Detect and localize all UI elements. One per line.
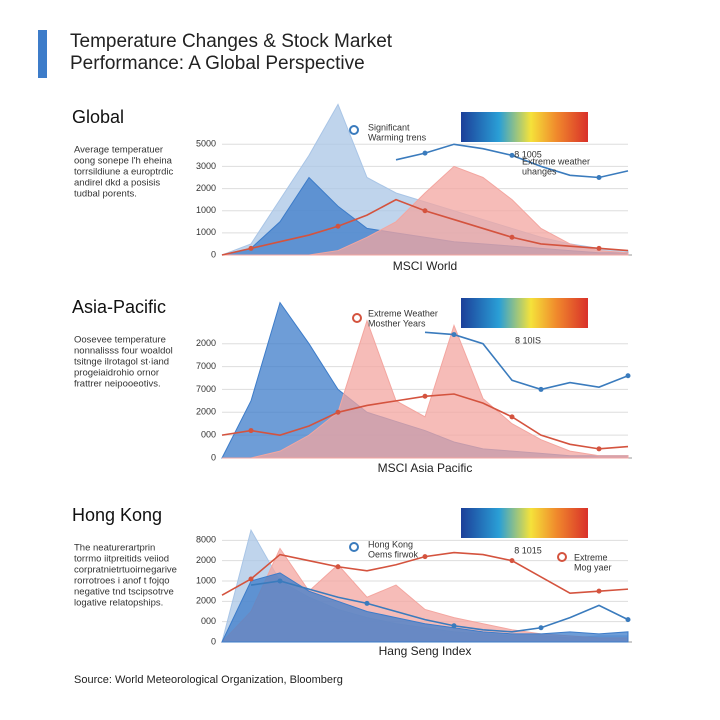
title-line: Performance: A Global Perspective <box>70 53 365 74</box>
y-tick-label: 7000 <box>196 384 216 394</box>
description-line: nonnalisss four woaldol <box>74 346 173 357</box>
point <box>277 578 283 584</box>
description-line: Average temperatuer <box>74 145 163 156</box>
color-bar <box>461 112 588 142</box>
point <box>596 446 602 452</box>
description-line: progeiaidrohio ornor <box>74 368 159 379</box>
point <box>248 245 254 251</box>
y-tick-label: 7000 <box>196 361 216 371</box>
x-axis-label: Hang Seng Index <box>379 644 472 658</box>
area <box>222 319 629 459</box>
accent-bar <box>38 30 47 78</box>
y-tick-label: 1000 <box>196 227 216 237</box>
color-bar-label: 8 1015 <box>514 545 542 555</box>
y-tick-label: 5000 <box>196 139 216 149</box>
description-line: logative relatopships. <box>74 598 163 609</box>
point <box>335 409 341 415</box>
point <box>596 245 602 251</box>
annotation: Significant <box>368 122 410 132</box>
color-bar <box>461 508 588 538</box>
y-tick-label: 0 <box>211 452 216 462</box>
point <box>422 208 428 214</box>
icon <box>349 542 359 552</box>
line <box>250 580 629 633</box>
annotation: Warming trens <box>368 132 427 142</box>
y-tick-label: 2000 <box>196 338 216 348</box>
x-axis-label: MSCI Asia Pacific <box>378 461 473 475</box>
description-line: negative tnd tscipsotrve <box>74 587 174 598</box>
icon <box>557 552 567 562</box>
annotation: Extreme weather <box>522 156 590 166</box>
description-line: Oosevee temperature <box>74 335 166 346</box>
point <box>422 554 428 560</box>
point <box>509 414 515 420</box>
y-tick-label: 0 <box>211 249 216 259</box>
y-tick-label: 2000 <box>196 183 216 193</box>
description-line: torrmo iitpreitids veiiod <box>74 554 169 565</box>
annotation: Extreme <box>574 552 608 562</box>
point <box>509 234 515 240</box>
point <box>422 393 428 399</box>
y-tick-label: 2000 <box>196 407 216 417</box>
annotation: Extreme Weather <box>368 308 438 318</box>
color-bar-label: 8 1005 <box>514 149 542 159</box>
title-line: Temperature Changes & Stock Market <box>70 31 393 52</box>
y-tick-label: 2000 <box>196 596 216 606</box>
point <box>538 625 544 631</box>
y-tick-label: 3000 <box>196 161 216 171</box>
description-line: frattrer neipooeotivs. <box>74 379 161 390</box>
point <box>538 386 544 392</box>
region-title: Global <box>72 107 124 127</box>
point <box>335 564 341 570</box>
point <box>451 623 457 629</box>
icon <box>349 125 359 135</box>
region-title: Hong Kong <box>72 505 162 525</box>
point <box>596 588 602 594</box>
annotation: Mosther Years <box>368 318 426 328</box>
description-line: The neaturerartprin <box>74 543 155 554</box>
annotation: Mog yaer <box>574 562 612 572</box>
description-line: corpratnietrtuoirnegarive <box>74 565 177 576</box>
y-tick-label: 2000 <box>196 555 216 565</box>
y-tick-label: 1000 <box>196 575 216 585</box>
description-line: tsitnge ilrotagol st·iand <box>74 357 169 368</box>
point <box>451 332 457 338</box>
point <box>625 617 631 623</box>
point <box>248 428 254 434</box>
y-tick-label: 000 <box>201 430 216 440</box>
source: Source: World Meteorological Organizatio… <box>74 674 343 686</box>
annotation: uhanges <box>522 166 557 176</box>
description-line: rorrotroes i anof t fojqo <box>74 576 170 587</box>
y-tick-label: 1000 <box>196 205 216 215</box>
icon <box>352 313 362 323</box>
description-line: andirel dkd a posisis <box>74 178 160 189</box>
point <box>248 576 254 582</box>
line <box>395 143 629 179</box>
point <box>364 600 370 606</box>
description-line: oong sonepe l'h eheina <box>74 156 173 167</box>
description-line: tudbal porents. <box>74 189 137 200</box>
point <box>422 150 428 156</box>
y-tick-label: 0 <box>211 636 216 646</box>
area <box>221 572 629 643</box>
description-line: torrsildiune a europtrdic <box>74 167 174 178</box>
color-bar-label: 8 10IS <box>515 335 541 345</box>
annotation: Oems firwok <box>368 549 419 559</box>
x-axis-label: MSCI World <box>393 259 457 273</box>
point <box>335 223 341 229</box>
point <box>596 175 602 180</box>
annotation: Hong Kong <box>368 539 413 549</box>
region-title: Asia-Pacific <box>72 297 166 317</box>
y-tick-label: 8000 <box>196 535 216 545</box>
y-tick-label: 000 <box>201 616 216 626</box>
line <box>424 331 629 391</box>
point <box>509 558 515 564</box>
point <box>625 373 631 379</box>
color-bar <box>461 298 588 328</box>
point <box>509 152 515 158</box>
